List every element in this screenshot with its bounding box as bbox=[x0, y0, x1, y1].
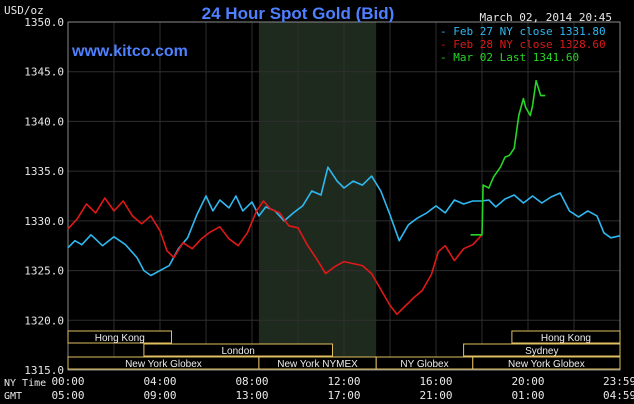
y-tick-label: 1325.0 bbox=[24, 265, 64, 278]
x-tick-label-gmt: 01:00 bbox=[511, 389, 544, 402]
market-session-label: Hong Kong bbox=[95, 333, 145, 344]
x-tick-label-ny: 16:00 bbox=[419, 375, 452, 388]
y-tick-label: 1320.0 bbox=[24, 314, 64, 327]
plot-border bbox=[67, 21, 621, 371]
market-session-box bbox=[511, 330, 621, 344]
legend-entry: - Feb 28 NY close 1328.60 bbox=[440, 38, 606, 51]
y-tick-label: 1350.0 bbox=[24, 16, 64, 29]
x-tick-label-gmt: 04:59 bbox=[603, 389, 634, 402]
y-tick-label: 1315.0 bbox=[24, 364, 64, 377]
gmt-label: GMT bbox=[4, 391, 22, 402]
market-session-label: Hong Kong bbox=[541, 333, 591, 344]
x-tick-label-ny: 00:00 bbox=[51, 375, 84, 388]
x-tick-label-gmt: 05:00 bbox=[51, 389, 84, 402]
x-tick-label-gmt: 21:00 bbox=[419, 389, 452, 402]
kitco-watermark: www.kitco.com bbox=[71, 43, 188, 60]
x-tick-label-ny: 04:00 bbox=[143, 375, 176, 388]
market-session-label: New York Globex bbox=[125, 359, 202, 370]
x-tick-label-ny: 12:00 bbox=[327, 375, 360, 388]
y-axis-label: USD/oz bbox=[4, 4, 44, 17]
market-session-box bbox=[463, 343, 621, 357]
x-tick-label-ny: 20:00 bbox=[511, 375, 544, 388]
x-tick-label-gmt: 13:00 bbox=[235, 389, 268, 402]
series-line-2 bbox=[67, 197, 483, 316]
market-session-box bbox=[67, 330, 172, 344]
legend-entry: - Mar 02 Last 1341.60 bbox=[440, 51, 579, 64]
y-tick-label: 1330.0 bbox=[24, 215, 64, 228]
ny-time-label: NY Time bbox=[4, 378, 46, 389]
x-tick-label-ny: 23:59 bbox=[603, 375, 634, 388]
series-line-1 bbox=[67, 166, 620, 277]
y-tick-label: 1335.0 bbox=[24, 165, 64, 178]
market-session-label: New York NYMEX bbox=[277, 359, 358, 370]
chart-title: 24 Hour Spot Gold (Bid) bbox=[202, 4, 395, 23]
market-session-label: Sydney bbox=[525, 346, 558, 357]
chart-timestamp: March 02, 2014 20:45 bbox=[480, 11, 612, 24]
legend-entry: - Feb 27 NY close 1331.80 bbox=[440, 25, 606, 38]
nymex-session-shade bbox=[258, 22, 377, 370]
market-session-box bbox=[143, 343, 333, 357]
market-session-label: NY Globex bbox=[400, 359, 448, 370]
y-tick-label: 1340.0 bbox=[24, 115, 64, 128]
x-tick-label-gmt: 17:00 bbox=[327, 389, 360, 402]
x-tick-label-gmt: 09:00 bbox=[143, 389, 176, 402]
market-session-box bbox=[472, 356, 621, 370]
series-line-3 bbox=[470, 79, 546, 236]
y-tick-label: 1345.0 bbox=[24, 66, 64, 79]
market-session-label: New York Globex bbox=[508, 359, 585, 370]
x-tick-label-ny: 08:00 bbox=[235, 375, 268, 388]
market-session-label: London bbox=[222, 346, 255, 357]
